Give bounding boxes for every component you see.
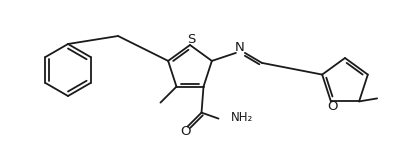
Text: S: S: [187, 33, 195, 46]
Text: NH₂: NH₂: [230, 111, 252, 124]
Text: N: N: [234, 41, 244, 54]
Text: O: O: [180, 125, 190, 138]
Text: O: O: [327, 100, 337, 113]
